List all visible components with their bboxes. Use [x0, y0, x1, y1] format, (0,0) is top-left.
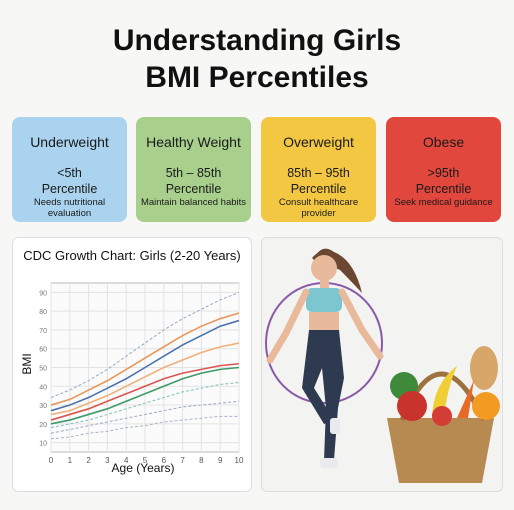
- carrot: [457, 380, 474, 418]
- card-range: >95th Percentile: [415, 166, 472, 196]
- right-arm: [338, 288, 384, 360]
- y-tick-label: 70: [39, 328, 47, 335]
- x-tick-label: 9: [218, 456, 223, 465]
- series-line: [50, 319, 240, 412]
- card: Obese >95th Percentile Seek medical guidan…: [386, 117, 501, 222]
- top: [306, 288, 342, 312]
- hair-top: [312, 250, 336, 260]
- y-tick-label: 30: [39, 403, 47, 410]
- y-tick-label: 50: [39, 366, 47, 373]
- y-tick-label: 20: [39, 422, 47, 429]
- card-note: Consult healthcare provider: [278, 197, 359, 219]
- x-tick-label: 1: [68, 456, 73, 465]
- series-line: [50, 362, 240, 421]
- basket: [387, 418, 494, 483]
- title: Understanding Girls BMI Percentiles: [112, 24, 402, 94]
- x-tick-label: 7: [180, 456, 185, 465]
- series-line: [50, 382, 240, 429]
- leggings: [302, 330, 344, 460]
- apple: [397, 391, 427, 421]
- neck: [320, 280, 329, 290]
- shoe: [320, 458, 338, 468]
- card-title: Healthy Weight: [146, 134, 241, 150]
- series-line: [50, 415, 239, 440]
- y-tick-label: 60: [39, 347, 47, 354]
- card: Underweight <5th Percentile Needs nutritio…: [12, 117, 127, 222]
- shoe: [330, 418, 340, 434]
- chart-title: CDC Growth Chart: Girls (2-20 Years): [23, 248, 240, 263]
- banana: [432, 366, 457, 418]
- card-range: <5th Percentile: [41, 166, 98, 196]
- card-note: Needs nutritional evaluation: [33, 197, 106, 219]
- card-range: 85th – 95th Percentile: [287, 166, 350, 196]
- series-line: [50, 366, 240, 425]
- card-note: Seek medical guidance: [394, 197, 493, 208]
- head: [311, 255, 337, 281]
- x-axis-label: Age (Years): [112, 461, 175, 475]
- series-line: [50, 342, 240, 416]
- card-note: Maintain balanced habits: [140, 197, 247, 208]
- x-tick-label: 0: [49, 456, 54, 465]
- card-title: Overweight: [283, 134, 354, 150]
- y-tick-label: 90: [39, 290, 47, 297]
- y-axis-label: BMI: [20, 353, 34, 374]
- left-arm: [266, 288, 310, 364]
- series-line: [50, 291, 240, 399]
- y-tick-label: 80: [39, 309, 47, 316]
- card: Healthy Weight 5th – 85th Percentile Maint…: [136, 117, 251, 222]
- card-title: Obese: [422, 134, 465, 150]
- bread: [470, 346, 498, 390]
- orange: [472, 392, 500, 420]
- series-line: [50, 312, 240, 406]
- chart: CDC Growth Chart: Girls (2-20 Years) BMI…: [20, 248, 244, 475]
- x-tick-label: 3: [105, 456, 110, 465]
- y-tick-label: 10: [39, 441, 47, 448]
- chart-panel: CDC Growth Chart: Girls (2-20 Years) BMI…: [12, 237, 252, 492]
- x-tick-label: 10: [235, 456, 244, 465]
- card-range: 5th – 85th Percentile: [165, 166, 222, 196]
- x-tick-label: 5: [143, 456, 148, 465]
- photo-panel: [261, 237, 503, 492]
- illustration: [265, 248, 500, 483]
- x-tick-label: 6: [162, 456, 167, 465]
- y-tick-label: 40: [39, 384, 47, 391]
- x-tick-label: 4: [124, 456, 129, 465]
- tomato: [432, 406, 452, 426]
- x-tick-label: 8: [199, 456, 204, 465]
- card-title: Underweight: [30, 134, 109, 150]
- card: Overweight 85th – 95th Percentile Consult …: [261, 117, 376, 222]
- series-line: [50, 400, 240, 434]
- waist: [309, 312, 339, 330]
- x-tick-label: 2: [86, 456, 91, 465]
